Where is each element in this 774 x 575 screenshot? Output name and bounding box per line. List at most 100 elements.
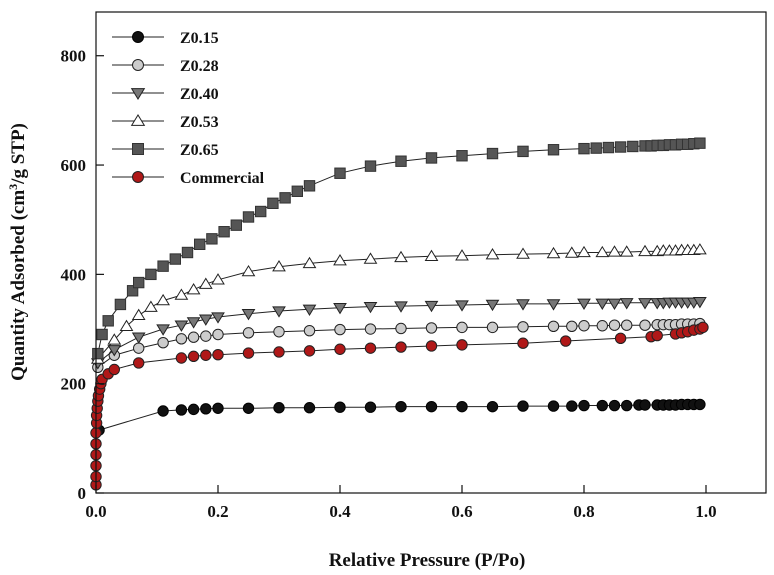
data-point bbox=[334, 167, 346, 179]
data-point bbox=[560, 335, 572, 347]
data-point bbox=[693, 243, 707, 255]
data-point bbox=[547, 320, 560, 332]
data-point bbox=[607, 245, 622, 257]
data-point bbox=[156, 293, 170, 306]
data-point bbox=[547, 144, 560, 156]
legend-marker bbox=[132, 31, 144, 43]
data-point bbox=[693, 297, 707, 309]
data-point bbox=[242, 211, 255, 223]
legend-label: Z0.40 bbox=[180, 86, 219, 103]
series-z0-40 bbox=[90, 297, 707, 370]
data-point bbox=[638, 298, 652, 310]
data-point bbox=[175, 404, 188, 416]
data-point bbox=[157, 405, 169, 417]
legend-label: Z0.65 bbox=[180, 142, 219, 159]
data-point bbox=[273, 326, 285, 338]
data-point bbox=[242, 347, 255, 359]
data-point bbox=[608, 399, 621, 412]
data-point bbox=[206, 233, 218, 245]
data-point bbox=[607, 298, 622, 311]
data-point bbox=[424, 249, 439, 261]
data-point bbox=[517, 400, 529, 412]
y-tick-label: 400 bbox=[61, 265, 87, 284]
data-point bbox=[621, 319, 633, 331]
data-point bbox=[639, 399, 651, 411]
data-point bbox=[131, 308, 146, 321]
data-point bbox=[212, 349, 224, 361]
data-point bbox=[456, 321, 468, 334]
data-point bbox=[174, 288, 189, 300]
data-point bbox=[303, 345, 316, 357]
data-point bbox=[174, 320, 189, 332]
data-point bbox=[126, 285, 139, 297]
data-point bbox=[157, 260, 169, 272]
data-point bbox=[651, 329, 663, 342]
legend-entry: Z0.15 bbox=[112, 30, 219, 47]
y-tick-label: 600 bbox=[61, 156, 87, 175]
y-axis-title: Quantity Adsorbed (cm3/g STP) bbox=[6, 123, 29, 381]
data-point bbox=[200, 349, 212, 361]
data-point bbox=[133, 357, 145, 369]
data-point bbox=[186, 317, 201, 329]
data-point bbox=[175, 333, 188, 345]
series-layer bbox=[90, 137, 709, 491]
data-point bbox=[456, 400, 468, 413]
data-point bbox=[516, 247, 530, 259]
data-point bbox=[157, 336, 169, 349]
data-point bbox=[175, 352, 188, 364]
data-point bbox=[596, 320, 608, 332]
data-point bbox=[595, 298, 610, 311]
series-z0-15 bbox=[93, 398, 706, 436]
data-point bbox=[267, 197, 279, 210]
data-point bbox=[333, 254, 347, 266]
data-point bbox=[424, 300, 439, 313]
data-point bbox=[133, 342, 145, 354]
data-point bbox=[187, 350, 200, 363]
data-point bbox=[578, 399, 590, 412]
data-point bbox=[564, 246, 579, 258]
data-point bbox=[302, 304, 317, 317]
y-axis-title-main: Quantity Adsorbed (cm bbox=[8, 190, 29, 381]
data-point bbox=[394, 250, 408, 263]
legend-entry: Z0.65 bbox=[112, 142, 219, 159]
data-point bbox=[614, 141, 627, 153]
y-tick-label: 800 bbox=[61, 47, 87, 66]
data-point bbox=[516, 299, 530, 311]
legend-marker bbox=[132, 59, 144, 71]
legend-marker bbox=[130, 88, 146, 101]
data-point bbox=[363, 252, 378, 264]
data-point bbox=[194, 238, 206, 251]
data-point bbox=[590, 142, 602, 154]
data-point bbox=[96, 328, 108, 341]
data-point bbox=[639, 319, 651, 331]
data-point bbox=[364, 342, 377, 354]
data-point bbox=[156, 324, 170, 336]
data-point bbox=[145, 268, 157, 281]
data-point bbox=[395, 341, 407, 353]
legend-marker bbox=[130, 113, 146, 126]
legend: Z0.15 Z0.28 Z0.40 Z0.53 Z0.65 Commercial bbox=[112, 30, 265, 187]
x-tick-label: 0.0 bbox=[85, 502, 106, 521]
data-point bbox=[273, 402, 285, 414]
series-z0-65 bbox=[92, 137, 706, 360]
data-point bbox=[303, 402, 316, 414]
data-point bbox=[241, 264, 256, 277]
data-point bbox=[107, 345, 122, 357]
data-point bbox=[107, 333, 122, 345]
y-axis-title-superscript: 3 bbox=[6, 184, 20, 190]
data-point bbox=[119, 319, 134, 331]
data-point bbox=[272, 260, 286, 272]
x-tick-label: 0.4 bbox=[329, 502, 351, 521]
data-point bbox=[485, 299, 500, 312]
data-point bbox=[546, 299, 561, 311]
data-point bbox=[596, 399, 608, 412]
data-point bbox=[425, 322, 438, 334]
data-point bbox=[627, 140, 639, 153]
data-point bbox=[694, 398, 706, 411]
data-point bbox=[186, 282, 201, 295]
x-tick-label: 0.8 bbox=[573, 502, 594, 521]
data-point bbox=[455, 300, 469, 312]
plot-frame bbox=[95, 11, 767, 494]
y-axis-title-tail: /g STP) bbox=[8, 123, 29, 185]
